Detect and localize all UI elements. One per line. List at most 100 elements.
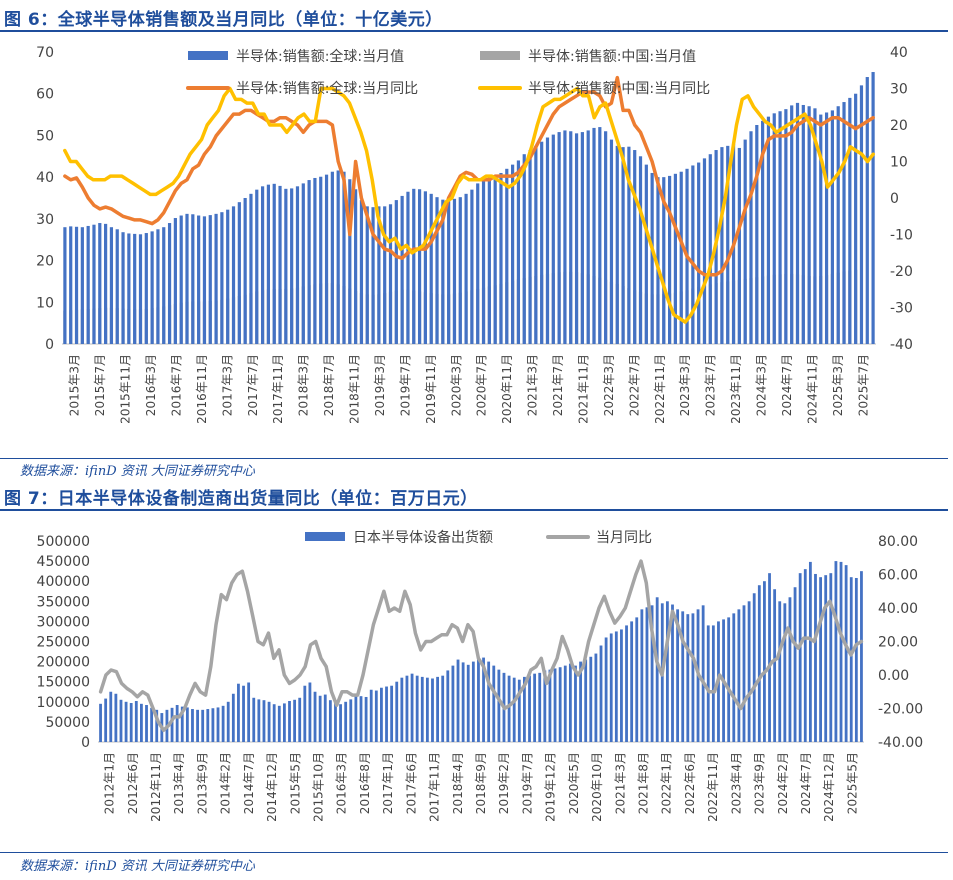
x-axis-tick-label: 2019年12月 bbox=[544, 752, 558, 822]
bar bbox=[813, 108, 817, 344]
bar bbox=[580, 132, 584, 344]
x-axis-tick-label: 2017年7月 bbox=[246, 354, 260, 416]
bar bbox=[278, 185, 282, 344]
bar bbox=[589, 656, 593, 742]
bar bbox=[191, 214, 195, 344]
bar bbox=[493, 175, 497, 344]
chart-1-legend: 半导体:销售额:全球:当月值 半导体:销售额:中国:当月值半导体:销售额:全球:当… bbox=[186, 48, 710, 97]
left-axis-tick-label: 20 bbox=[36, 254, 54, 270]
bar bbox=[201, 709, 205, 742]
x-axis-tick-label: 2013年4月 bbox=[172, 752, 186, 814]
bar bbox=[859, 85, 864, 344]
x-axis-tick-label: 2023年7月 bbox=[704, 354, 718, 416]
bar bbox=[630, 621, 634, 742]
bar bbox=[86, 225, 90, 344]
bar bbox=[456, 659, 460, 742]
bar bbox=[656, 177, 660, 344]
bar bbox=[104, 698, 108, 742]
bar bbox=[534, 145, 538, 344]
bar bbox=[138, 234, 143, 344]
bar bbox=[497, 669, 501, 742]
bar bbox=[277, 705, 281, 742]
bar bbox=[609, 633, 613, 742]
bar bbox=[737, 609, 741, 742]
bar bbox=[517, 679, 521, 742]
bar bbox=[417, 189, 422, 344]
x-axis-tick-label: 2024年2月 bbox=[776, 752, 790, 814]
chart-1-global-semiconductor-sales: 0 10 20 30 40 50 60 70 -40 -30 -20 -10 0 10 20 30 40 2015… bbox=[36, 45, 913, 424]
x-axis-tick-label: 2020年7月 bbox=[475, 354, 489, 416]
right-axis-tick-label: 10 bbox=[890, 155, 908, 171]
legend-label: 半导体:销售额:全球:当月同比 bbox=[236, 80, 418, 97]
bar bbox=[720, 147, 724, 344]
bar bbox=[563, 665, 567, 742]
bar bbox=[522, 154, 526, 344]
bar bbox=[819, 577, 822, 742]
bar bbox=[339, 704, 342, 742]
bar bbox=[255, 189, 259, 344]
bar bbox=[563, 130, 567, 344]
bar bbox=[540, 141, 544, 344]
bar bbox=[574, 133, 579, 344]
x-axis-tick-label: 2024年11月 bbox=[805, 354, 819, 424]
bar bbox=[604, 637, 608, 742]
bar bbox=[726, 145, 730, 344]
bar bbox=[824, 112, 829, 344]
bar bbox=[301, 183, 305, 344]
bar bbox=[231, 693, 235, 742]
bar bbox=[579, 661, 582, 742]
x-axis-tick-label: 2018年7月 bbox=[322, 354, 336, 416]
bar bbox=[755, 125, 759, 344]
x-axis-tick-label: 2019年7月 bbox=[398, 354, 412, 416]
x-axis-tick-label: 2025年7月 bbox=[856, 354, 870, 416]
legend-swatch bbox=[188, 51, 228, 60]
bar bbox=[625, 625, 628, 742]
bar bbox=[129, 703, 133, 742]
bar bbox=[609, 139, 614, 344]
x-axis-tick-label: 2014年7月 bbox=[242, 752, 256, 814]
bar bbox=[701, 605, 705, 742]
right-axis-tick-label: 60.00 bbox=[878, 568, 918, 584]
bar bbox=[604, 131, 608, 344]
bar bbox=[185, 707, 189, 742]
right-axis-tick-label: -30 bbox=[890, 301, 913, 317]
x-axis-tick-label: 2023年9月 bbox=[753, 752, 767, 814]
x-axis-tick-label: 2019年2月 bbox=[497, 752, 511, 814]
line-series-1 bbox=[98, 559, 864, 733]
x-axis-tick-label: 2018年4月 bbox=[451, 752, 465, 814]
bar bbox=[766, 116, 771, 345]
x-axis-tick-label: 2016年3月 bbox=[335, 752, 349, 814]
bar bbox=[528, 675, 531, 742]
bar bbox=[512, 677, 516, 742]
bar bbox=[63, 227, 67, 344]
bar bbox=[369, 689, 373, 742]
bar bbox=[507, 675, 511, 742]
bar bbox=[848, 97, 852, 344]
bar bbox=[708, 154, 712, 344]
bar bbox=[553, 668, 557, 742]
bar bbox=[109, 227, 114, 344]
bar bbox=[849, 577, 853, 742]
left-axis-tick-label: 200000 bbox=[37, 655, 90, 671]
legend-label: 半导体:销售额:全球:当月值 bbox=[236, 48, 404, 65]
chart-2-lines bbox=[98, 559, 864, 733]
bar bbox=[262, 700, 266, 742]
bar bbox=[768, 573, 771, 742]
bar bbox=[420, 676, 424, 742]
x-axis-tick-label: 2023年3月 bbox=[678, 354, 692, 416]
x-axis-tick-label: 2022年11月 bbox=[653, 354, 667, 424]
legend-swatch bbox=[305, 532, 345, 541]
chart-1-axes: 0 10 20 30 40 50 60 70 -40 -30 -20 -10 0 10 20 30 40 2015… bbox=[36, 45, 913, 424]
bar bbox=[836, 106, 840, 344]
bar bbox=[538, 672, 542, 742]
bar bbox=[446, 670, 450, 742]
bar bbox=[466, 664, 470, 742]
bar bbox=[145, 705, 148, 742]
bar bbox=[487, 177, 491, 344]
bar bbox=[615, 145, 619, 344]
bar bbox=[679, 171, 683, 344]
bar bbox=[702, 158, 707, 344]
bar bbox=[737, 147, 741, 344]
bar bbox=[400, 195, 404, 344]
bar bbox=[124, 701, 128, 742]
